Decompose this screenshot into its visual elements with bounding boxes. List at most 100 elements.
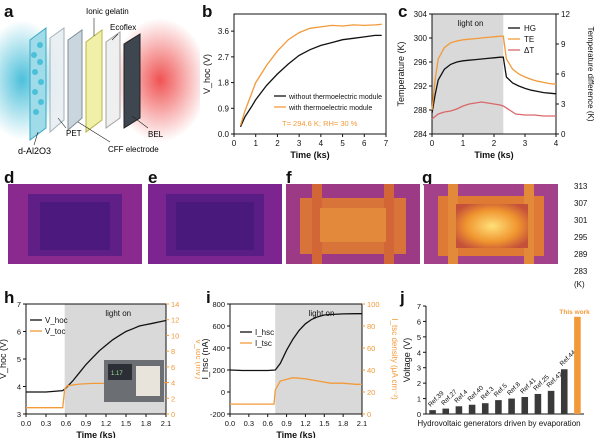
light-on-label: light on [309,309,335,318]
y-tick-label: 5 [417,333,421,342]
series-line-2 [431,101,556,120]
panel-letter-i: i [206,288,211,307]
x-tick-label: 0.9 [81,419,91,428]
y-tick-label: 7 [17,300,21,309]
x-tick-label: 1.2 [300,419,310,428]
y-right-tick-label: 40 [367,366,375,375]
y-tick-label: 292 [414,82,428,91]
x-tick-label: 6 [362,139,367,148]
y-tick-label: 6 [17,328,21,337]
x-tick-label: 0.3 [41,419,51,428]
x-tick-label: 1 [253,139,258,148]
y-tick-label: 3 [417,364,421,373]
y-axis-label: Voltage (V) [402,338,412,383]
x-tick-label: 1.5 [319,419,329,428]
thermal-images [8,184,558,264]
y-tick-label: 3.6 [218,27,230,36]
y-right-tick-label: 0 [561,130,566,139]
x-tick-label: 0 [430,139,435,148]
ionic-gelatin-layer [85,29,103,133]
thermal-image-d [8,184,142,264]
x-tick-label: 0.3 [244,419,254,428]
panel-letter-c: c [398,2,408,21]
colorbar-tick: 307 [574,199,588,208]
series-line-0 [229,313,362,372]
y-right-tick-label: 3 [561,100,566,109]
x-axis-label: Hydrovoltaic generators driven by evapor… [417,419,580,428]
y-right-axis-label: V_toc (mV) [194,339,200,379]
y-right-tick-label: 10 [171,331,179,340]
bel-layer [123,33,141,129]
x-tick-label: 2.1 [161,419,171,428]
y-right-tick-label: 2 [171,394,175,403]
y-tick-label: 0.0 [218,130,230,139]
y-tick-label: 304 [414,10,428,19]
legend-label: TE [524,35,534,44]
y-right-axis-label: I_tsc density (μA cm⁻²) [390,318,398,400]
y-tick-label: 296 [414,58,428,67]
y-tick-label: 2 [417,379,421,388]
y-axis-label: V_hoc (V) [0,339,8,379]
y-right-tick-label: 14 [171,300,179,309]
y-tick-label: 300 [414,34,428,43]
y-tick-label: 4 [417,348,421,357]
x-tick-label: 2 [492,139,497,148]
y-right-tick-label: 80 [367,322,375,331]
y-tick-label: 288 [414,106,428,115]
y-right-tick-label: 8 [171,347,175,356]
y-tick-label: 6 [417,317,421,326]
colorbar-tick: 283 [574,267,588,276]
bar-ref-41 [521,397,529,414]
y-right-tick-label: 20 [367,388,375,397]
panel-letter-f: f [286,168,292,187]
light-on-shade [275,304,362,414]
y-right-tick-label: 12 [171,316,179,325]
legend-label: V_toc [45,327,65,336]
y-tick-label: 5 [17,355,21,364]
x-tick-label: 0.6 [262,419,272,428]
label-cff-electrode: CFF electrode [108,145,159,154]
panel-letter-h: h [4,288,15,307]
thermal-image-g [424,184,558,264]
panel-letter-b: b [202,2,213,21]
legend-label: HG [524,24,536,33]
bar-label: This work [559,309,590,316]
chart-h: light on 0.0 0.3 0.6 0.9 1.2 1.5 1.8 2.1 3 4 5 6 7 0 2 4… [0,300,200,438]
bar-ref-4 [455,406,463,414]
chart-j: 0 1 2 3 4 5 6 7 Voltage (V) Hydrovoltaic generato… [402,302,590,428]
x-tick-label: 0 [232,139,237,148]
y-right-axis-label: Temperature difference (K) [586,26,595,121]
thermal-image-f [286,184,420,264]
x-tick-label: 2.1 [357,419,367,428]
legend-label: V_hoc [45,316,68,325]
y-tick-label: 200 [212,366,225,375]
series-line-1 [431,35,557,111]
y-right-tick-label: 0 [367,410,371,419]
y-right-tick-label: 12 [561,10,570,19]
x-tick-label: 4 [554,139,559,148]
x-axis-label: Time (ks) [474,150,513,160]
y-tick-label: 0 [221,388,225,397]
legend-label: I_hsc [255,328,274,337]
chart-b: 0 1 2 3 4 5 6 7 0.0 0.9 1.8 2.7 3.6 Time (ks) V_hoc (V… [202,13,389,160]
y-tick-label: 3 [17,410,21,419]
light-on-label: light on [105,309,131,318]
x-tick-label: 1.8 [338,419,348,428]
pet-layer [49,27,65,134]
chart-i: light on0.0 0.3 0.6 0.9 1.2 1.5 1.8 2.1-2000200… [202,300,398,438]
plot-frame [233,13,387,135]
x-tick-label: 0.6 [61,419,71,428]
bar-ref-27 [442,408,450,414]
al2o3-spheres [31,42,44,115]
x-tick-label: 0.0 [225,419,235,428]
colorbar-unit: (K) [574,280,585,289]
x-tick-label: 1.5 [121,419,131,428]
label-bel: BEL [148,130,164,139]
y-tick-label: 7 [417,302,421,311]
x-tick-label: 1.8 [141,419,151,428]
inset-photo-readout: 1.17 [111,371,123,377]
bar-ref-8 [508,398,515,414]
bar-this-work [574,316,581,414]
legend-label: I_tsc [255,339,272,348]
y-tick-label: 0 [417,410,421,419]
